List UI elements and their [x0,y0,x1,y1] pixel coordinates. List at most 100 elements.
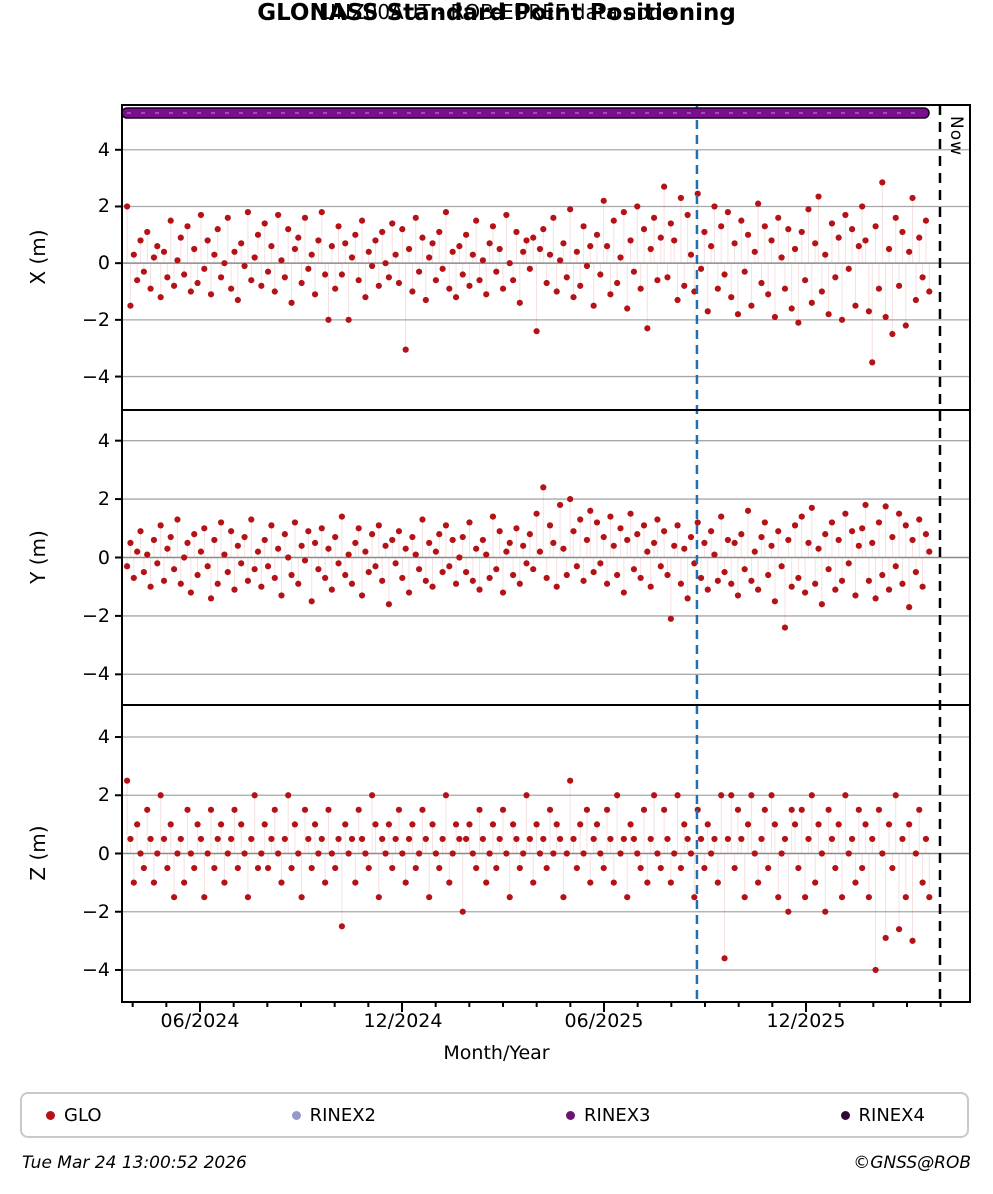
data-point [822,531,829,538]
data-point [409,533,416,541]
data-point [553,821,560,828]
data-point [570,294,577,301]
data-point [872,966,879,974]
data-point [667,879,674,886]
data-point [795,574,802,582]
data-point [301,806,309,813]
data-point [724,209,732,216]
data-point [869,835,876,843]
data-point [567,777,574,784]
data-point [761,519,768,526]
data-point [402,545,409,552]
data-point [815,545,822,552]
data-point [338,923,346,930]
data-point [701,864,708,872]
data-point [664,571,671,579]
data-point [818,850,825,857]
data-point [439,265,446,272]
data-point [620,589,627,596]
data-point [375,522,382,529]
data-point [755,879,762,886]
data-point [543,864,550,872]
data-point [721,271,728,278]
y-tick-label: −4 [81,365,110,388]
data-point [258,850,265,857]
data-point [546,251,554,258]
data-point [560,240,567,247]
data-point [677,194,685,202]
data-point [489,513,497,520]
data-point [301,214,309,221]
data-point [355,525,362,532]
data-point [298,542,305,549]
data-point [718,513,725,520]
data-point [731,240,738,247]
data-point [174,850,181,857]
data-point [483,551,490,558]
data-point [127,302,134,309]
data-point [157,522,164,529]
data-point [261,220,268,227]
data-point [647,245,654,253]
data-point [258,282,265,289]
data-point [855,542,862,549]
data-point [520,542,527,549]
data-point [231,248,238,255]
data-point [687,251,695,258]
data-point [728,294,735,301]
data-point [657,563,664,570]
data-point [751,850,758,857]
data-point [332,533,339,541]
data-point [872,595,879,602]
data-point [667,615,674,622]
data-point [459,271,466,278]
data-point [288,864,295,872]
data-point [781,285,789,292]
data-point [661,806,668,813]
data-point [859,203,866,210]
data-point [285,792,292,799]
data-point [446,563,453,570]
data-point [496,528,503,535]
data-point [436,531,443,538]
data-point [684,835,691,843]
data-point [587,243,594,250]
data-point [744,821,752,828]
data-point [889,864,896,872]
data-point [583,262,591,270]
data-point [647,835,654,843]
data-point [479,257,486,264]
data-point [815,821,822,828]
data-point [358,592,366,599]
data-point [389,536,396,544]
data-point [204,237,211,244]
data-point [885,245,893,253]
data-point [459,533,466,541]
data-point [704,308,711,315]
data-point [657,234,664,241]
data-point [446,879,453,886]
data-point [708,528,715,535]
data-point [170,566,178,573]
data-point [389,864,396,872]
data-point [261,536,268,544]
data-point [627,821,634,828]
data-point [402,346,409,353]
data-point [614,571,621,579]
data-point [365,248,372,255]
data-point [241,533,248,541]
data-point [614,792,621,799]
data-point [365,569,372,576]
data-point [919,274,926,281]
data-point [734,311,742,318]
data-point [369,262,376,270]
data-point [466,519,473,526]
data-point [264,268,272,275]
data-point [815,193,822,200]
data-point [583,536,591,544]
data-point [701,228,708,236]
data-point [634,203,641,210]
glo-marker-icon [46,1110,55,1120]
data-point [315,850,322,857]
data-point [372,237,379,244]
